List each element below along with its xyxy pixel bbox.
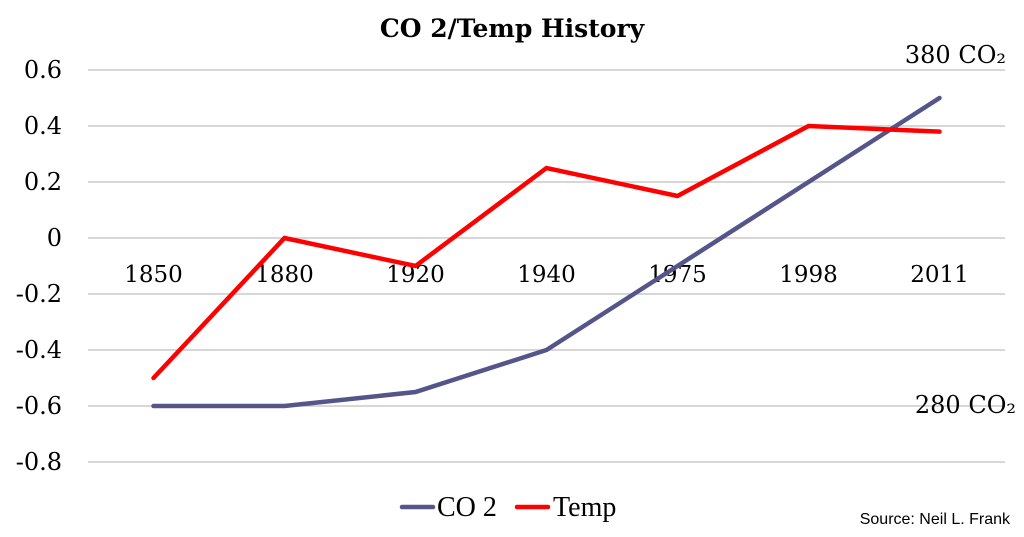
y-tick-label: 0.2: [24, 168, 62, 196]
y-tick-label: -0.6: [16, 392, 62, 420]
source-note: Source: Neil L. Frank: [860, 511, 1011, 528]
legend: CO 2 Temp: [399, 492, 616, 523]
chart-title: CO 2/Temp History: [380, 14, 646, 43]
x-axis-ticks: 1850 1880 1920 1940 1975 1998 2011: [124, 262, 969, 288]
y-tick-label: -0.8: [16, 448, 62, 476]
legend-label-temp: Temp: [553, 492, 616, 523]
legend-label-co2: CO 2: [437, 492, 497, 523]
annotation-280-co2: 280 CO₂: [915, 391, 1016, 419]
y-tick-label: 0: [47, 224, 62, 252]
series-lines: [151, 95, 942, 409]
y-axis-ticks: 0.6 0.4 0.2 0 -0.2 -0.4 -0.6 -0.8: [16, 56, 62, 476]
annotation-380-co2: 380 CO₂: [905, 41, 1006, 69]
y-tick-label: -0.4: [16, 336, 62, 364]
y-tick-label: 0.4: [24, 112, 62, 140]
x-tick-label: 1880: [255, 262, 314, 288]
x-tick-label: 2011: [910, 262, 969, 288]
y-tick-label: -0.2: [16, 280, 62, 308]
x-tick-label: 1850: [124, 262, 183, 288]
x-tick-label: 1940: [517, 262, 576, 288]
x-tick-label: 1998: [779, 262, 838, 288]
y-tick-label: 0.6: [24, 56, 62, 84]
series-line-temp: [151, 123, 942, 381]
